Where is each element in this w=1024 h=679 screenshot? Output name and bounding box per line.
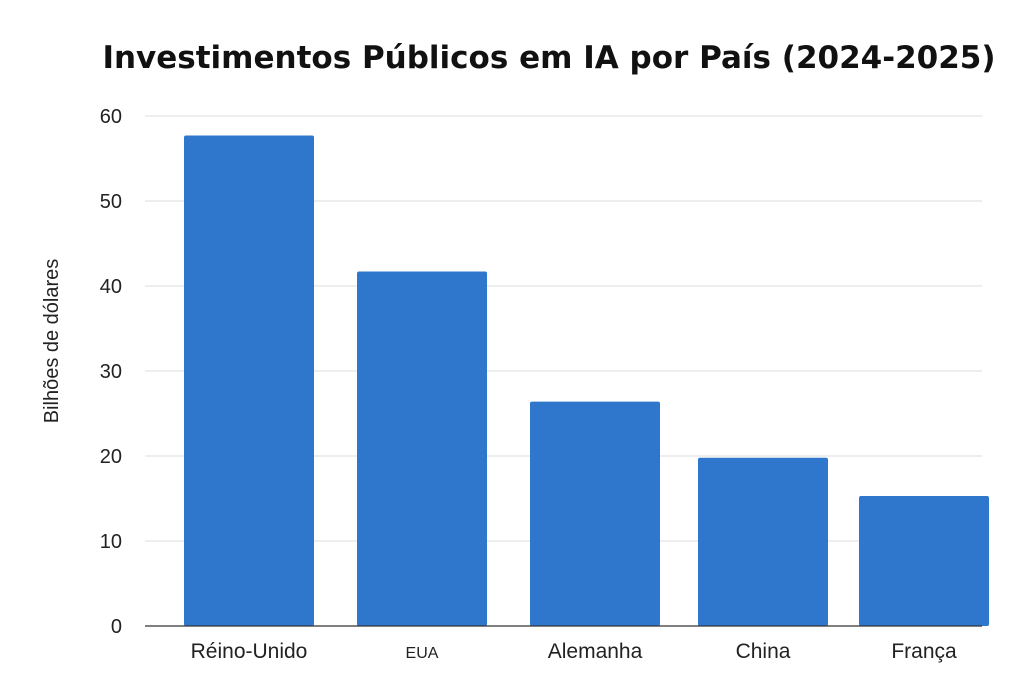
x-category-label: EUA bbox=[406, 645, 439, 662]
y-tick-label: 20 bbox=[100, 446, 122, 468]
y-tick-label: 0 bbox=[111, 616, 122, 638]
x-category-label: Réino-Unido bbox=[191, 640, 308, 663]
bar bbox=[357, 271, 487, 626]
bar bbox=[859, 495, 989, 626]
y-tick-label: 40 bbox=[100, 276, 122, 298]
y-tick-label: 30 bbox=[100, 361, 122, 383]
bar bbox=[698, 457, 828, 626]
x-category-label: Alemanha bbox=[548, 640, 643, 663]
bars bbox=[184, 135, 989, 627]
y-axis-ticks: 0 10 20 30 40 50 60 bbox=[100, 106, 122, 638]
x-category-label: China bbox=[736, 640, 791, 663]
y-axis-label: Bilhões de dólares bbox=[41, 259, 63, 424]
y-tick-label: 10 bbox=[100, 531, 122, 553]
x-axis-categories: Réino-Unido EUA Alemanha China França bbox=[191, 640, 957, 663]
bar bbox=[530, 401, 660, 626]
bar bbox=[184, 135, 314, 627]
y-tick-label: 60 bbox=[100, 106, 122, 128]
chart-title: Investimentos Públicos em IA por País (2… bbox=[102, 40, 995, 76]
y-tick-label: 50 bbox=[100, 191, 122, 213]
x-category-label: França bbox=[891, 640, 957, 663]
